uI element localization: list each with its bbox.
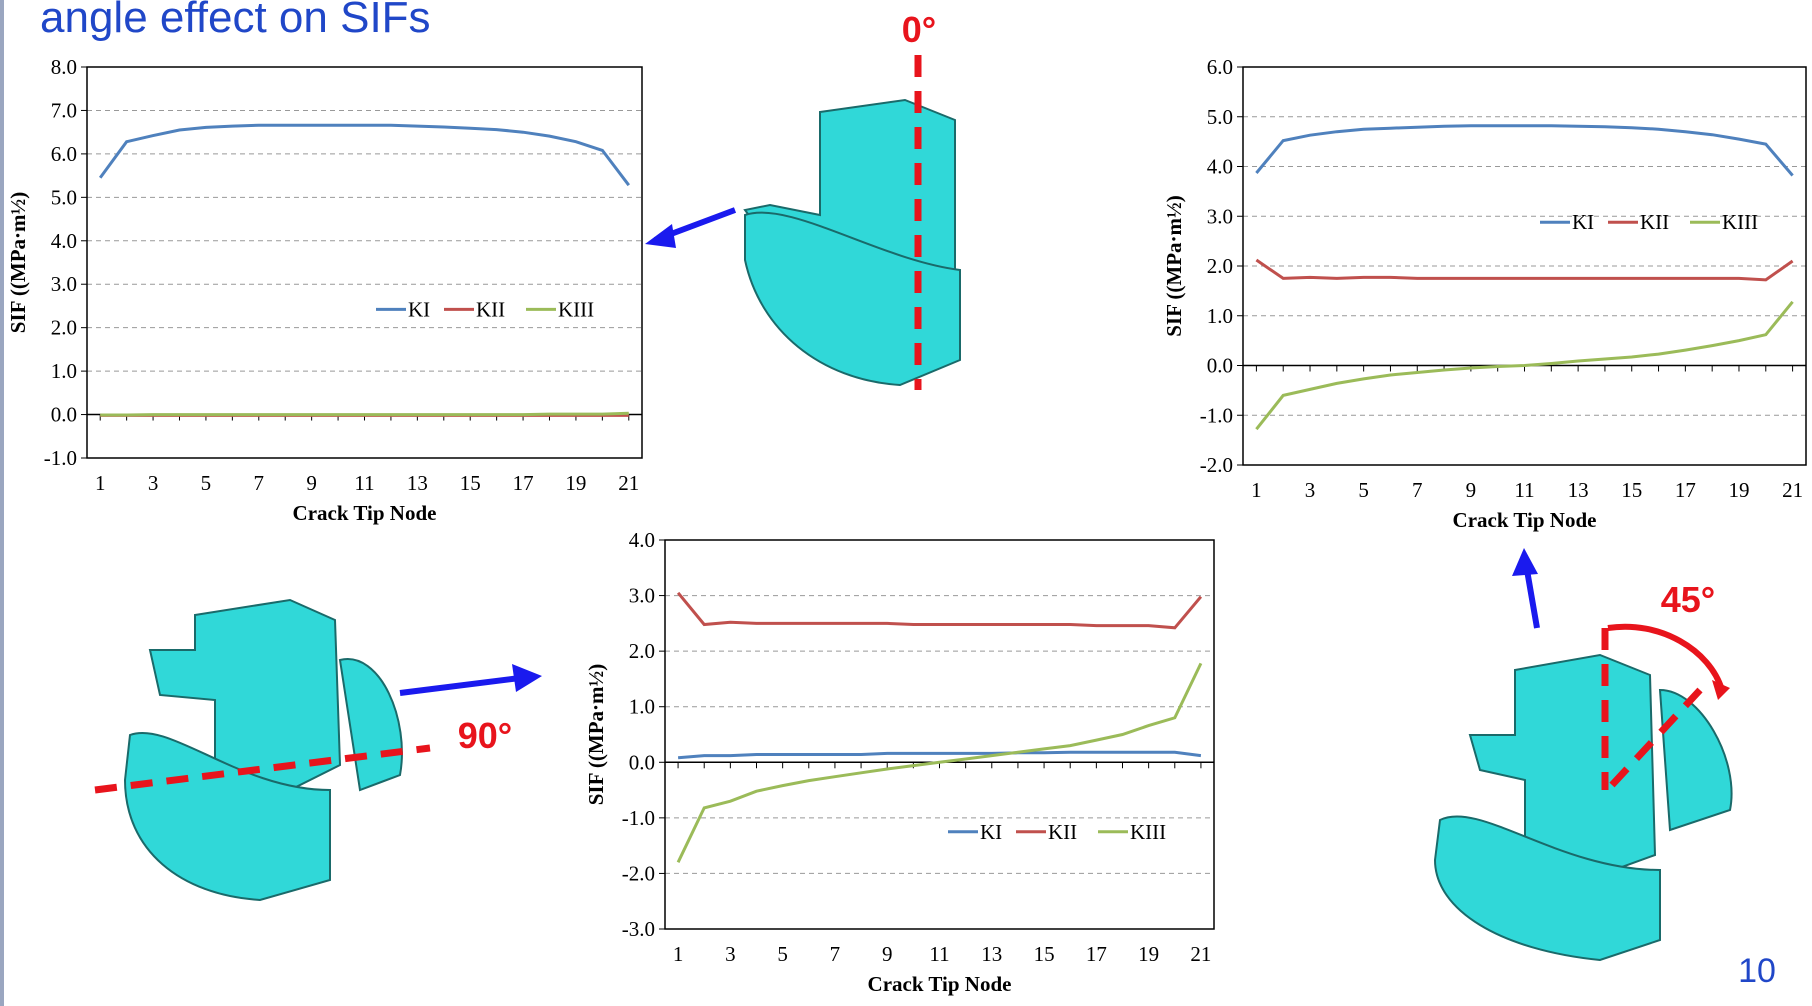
angle-label: 0°: [902, 9, 936, 50]
legend-label: KI: [408, 297, 430, 321]
x-tick-label: 15: [1621, 478, 1642, 502]
x-tick-label: 7: [1412, 478, 1423, 502]
y-tick-label: 1.0: [51, 359, 77, 383]
y-axis-title: SIF ((MPa·m½): [584, 664, 608, 806]
series-line: [1256, 126, 1792, 176]
series-line: [100, 125, 629, 185]
y-tick-label: 6.0: [1207, 55, 1233, 79]
legend-label: KIII: [558, 297, 594, 321]
y-axis-title: SIF ((MPa·m½): [6, 192, 30, 334]
y-tick-label: -1.0: [622, 806, 655, 830]
x-tick-label: 5: [201, 471, 212, 495]
angle-label: 45°: [1661, 579, 1715, 620]
y-tick-label: 2.0: [629, 639, 655, 663]
legend-label: KII: [1640, 210, 1669, 234]
x-tick-label: 3: [1305, 478, 1316, 502]
y-tick-label: 6.0: [51, 142, 77, 166]
x-tick-label: 1: [673, 942, 684, 966]
y-tick-label: 4.0: [51, 229, 77, 253]
x-tick-label: 11: [1514, 478, 1534, 502]
x-tick-label: 21: [618, 471, 639, 495]
y-tick-label: 5.0: [1207, 105, 1233, 129]
model-45deg: 45°: [1435, 548, 1732, 960]
x-axis-title: Crack Tip Node: [1453, 508, 1597, 532]
y-tick-label: -2.0: [622, 861, 655, 885]
x-tick-label: 11: [354, 471, 374, 495]
y-tick-label: -2.0: [1200, 453, 1233, 477]
x-tick-label: 17: [513, 471, 534, 495]
x-tick-label: 11: [929, 942, 949, 966]
x-tick-label: 15: [460, 471, 481, 495]
y-axis-title: SIF ((MPa·m½): [1162, 195, 1186, 337]
y-tick-label: -1.0: [44, 446, 77, 470]
series-line: [678, 593, 1201, 628]
x-tick-label: 17: [1675, 478, 1696, 502]
x-tick-label: 1: [1251, 478, 1262, 502]
y-tick-label: 1.0: [1207, 304, 1233, 328]
x-tick-label: 7: [254, 471, 265, 495]
y-tick-label: 0.0: [51, 403, 77, 427]
x-tick-label: 3: [148, 471, 159, 495]
y-tick-label: -3.0: [622, 917, 655, 941]
x-tick-label: 15: [1034, 942, 1055, 966]
slide-title: angle effect on SIFs: [40, 0, 431, 42]
x-tick-label: 3: [725, 942, 736, 966]
y-tick-label: -1.0: [1200, 403, 1233, 427]
legend-label: KIII: [1130, 820, 1166, 844]
x-tick-label: 19: [1728, 478, 1749, 502]
x-tick-label: 9: [306, 471, 317, 495]
x-tick-label: 19: [565, 471, 586, 495]
x-tick-label: 5: [777, 942, 788, 966]
slide: angle effect on SIFs 10 0° 90° 45° -1.0 0…: [0, 0, 1812, 1006]
x-tick-label: 13: [407, 471, 428, 495]
y-tick-label: 3.0: [1207, 204, 1233, 228]
y-tick-label: 7.0: [51, 98, 77, 122]
y-tick-label: 4.0: [1207, 155, 1233, 179]
slide-border: [0, 0, 4, 1006]
y-tick-label: 4.0: [629, 528, 655, 552]
series-line: [1256, 260, 1792, 280]
x-tick-label: 21: [1782, 478, 1803, 502]
y-tick-label: 3.0: [51, 272, 77, 296]
legend-label: KIII: [1722, 210, 1758, 234]
y-tick-label: 2.0: [51, 316, 77, 340]
series-line: [100, 413, 629, 415]
model-90deg: 90°: [95, 600, 542, 900]
x-tick-label: 1: [95, 471, 106, 495]
x-tick-label: 9: [882, 942, 893, 966]
plot-border: [665, 540, 1214, 929]
x-tick-label: 13: [1568, 478, 1589, 502]
y-tick-label: 2.0: [1207, 254, 1233, 278]
y-tick-label: 3.0: [629, 584, 655, 608]
angle-label: 90°: [458, 715, 512, 756]
x-axis-title: Crack Tip Node: [868, 972, 1012, 996]
page-number: 10: [1738, 952, 1776, 990]
x-tick-label: 7: [830, 942, 841, 966]
x-tick-label: 5: [1358, 478, 1369, 502]
legend-label: KII: [476, 297, 505, 321]
legend-label: KII: [1048, 820, 1077, 844]
x-tick-label: 21: [1190, 942, 1211, 966]
y-tick-label: 5.0: [51, 185, 77, 209]
x-tick-label: 17: [1086, 942, 1107, 966]
legend-label: KI: [980, 820, 1002, 844]
x-tick-label: 13: [981, 942, 1002, 966]
model-0deg: 0°: [645, 9, 960, 390]
series-line: [678, 752, 1201, 758]
y-tick-label: 8.0: [51, 55, 77, 79]
y-tick-label: 1.0: [629, 695, 655, 719]
legend-label: KI: [1572, 210, 1594, 234]
x-axis-title: Crack Tip Node: [293, 501, 437, 525]
y-tick-label: 0.0: [629, 750, 655, 774]
x-tick-label: 9: [1466, 478, 1477, 502]
x-tick-label: 19: [1138, 942, 1159, 966]
y-tick-label: 0.0: [1207, 354, 1233, 378]
